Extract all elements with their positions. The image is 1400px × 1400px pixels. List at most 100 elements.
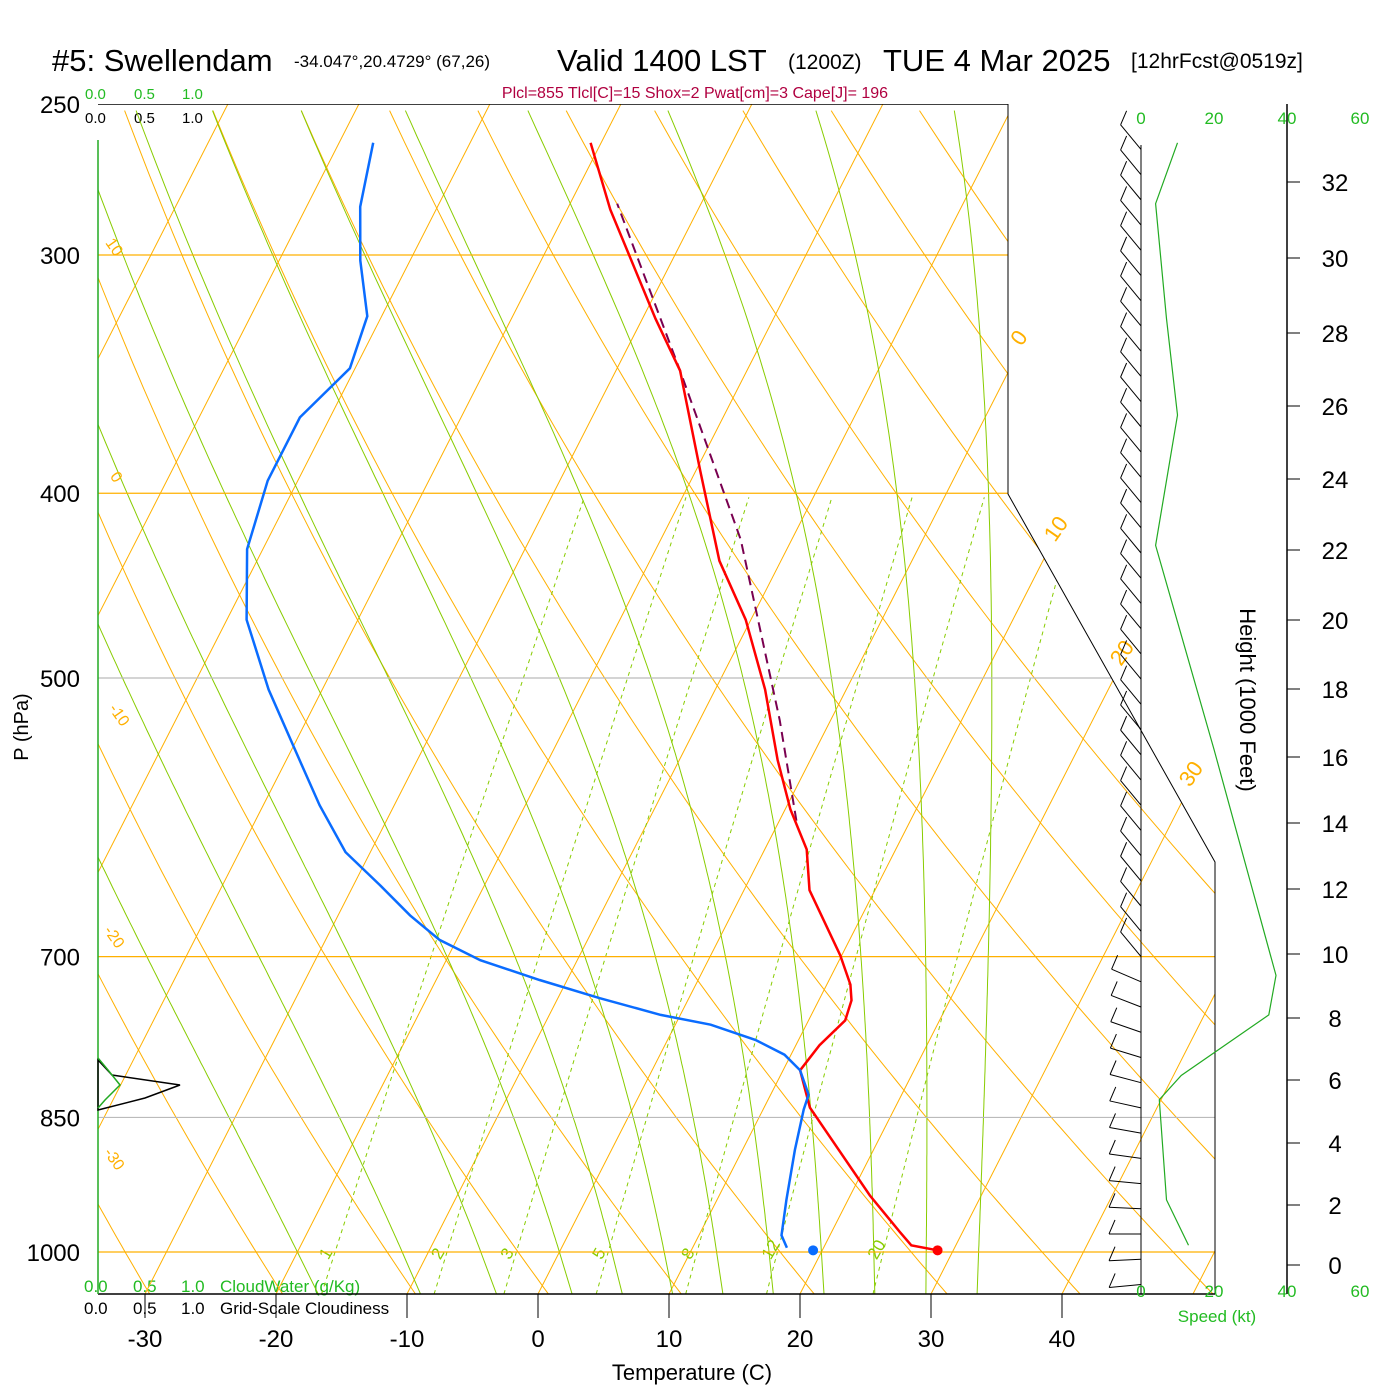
isotherm-line bbox=[537, 104, 1146, 1294]
wind-barb-flag bbox=[1109, 1033, 1117, 1049]
isotherm-line bbox=[275, 104, 884, 1294]
wind-barb bbox=[1120, 805, 1142, 831]
station-coords: -34.047°,20.4729° (67,26) bbox=[294, 52, 490, 71]
wind-barb-flag bbox=[1108, 1219, 1116, 1235]
wind-barb bbox=[1109, 1283, 1142, 1288]
isotherm-line bbox=[98, 104, 491, 1294]
moist-adiabat-line bbox=[98, 110, 421, 1294]
height-axis-label: Height (1000 Feet) bbox=[1235, 608, 1260, 791]
dry-adiabat-line bbox=[389, 110, 1214, 1294]
isotherm-line bbox=[98, 104, 360, 1294]
temperature-tick-label: 30 bbox=[918, 1326, 945, 1353]
temperature-line bbox=[589, 142, 938, 1252]
adiabat-label: 10 bbox=[102, 235, 126, 259]
isotherm-line bbox=[98, 104, 229, 1294]
wind-barb bbox=[1120, 452, 1142, 478]
parcel-line bbox=[616, 203, 798, 821]
cloudwater-tick: 0.5 bbox=[134, 86, 155, 103]
background-lines: 1 2 3 5 8 12 20 bbox=[98, 104, 1215, 1294]
cloud-scale-bottom: 0.0 0.5 1.0 CloudWater (g/Kg) 0.0 0.5 1.… bbox=[84, 1277, 389, 1318]
cloudwater-tick: 0.0 bbox=[85, 86, 106, 103]
wind-barb-flag bbox=[1120, 766, 1128, 781]
mixing-ratio-line bbox=[321, 497, 585, 1294]
speed-tick-label-bottom: 0 bbox=[1136, 1282, 1145, 1301]
cloudiness-tick: 0.0 bbox=[84, 1299, 108, 1318]
wind-barb-flag bbox=[1108, 1166, 1116, 1181]
dry-adiabat-line bbox=[742, 110, 1215, 1294]
x-axis-label: Temperature (C) bbox=[612, 1360, 772, 1385]
wind-barb bbox=[1120, 275, 1142, 302]
utc-time: (1200Z) bbox=[788, 51, 862, 74]
pressure-tick-label: 850 bbox=[40, 1105, 80, 1132]
cloudwater-tick: 0.0 bbox=[84, 1277, 108, 1296]
height-tick-label: 10 bbox=[1322, 942, 1349, 969]
wind-barb-flag bbox=[1110, 981, 1118, 996]
dry-adiabat-line bbox=[98, 110, 682, 1294]
height-tick-label: 8 bbox=[1328, 1006, 1341, 1033]
wind-barb-flag bbox=[1120, 362, 1128, 378]
wind-barb bbox=[1120, 906, 1142, 932]
speed-tick-label-top: 40 bbox=[1278, 109, 1297, 128]
temperature-tick-label: -20 bbox=[259, 1326, 294, 1353]
isotherm-label: 0 bbox=[1005, 326, 1033, 350]
wind-barb-flag bbox=[1108, 1193, 1116, 1208]
cloudiness-tick: 0.0 bbox=[85, 110, 106, 127]
moist-adiabat-line bbox=[404, 110, 774, 1294]
isotherm-label: 10 bbox=[1039, 512, 1074, 546]
surface-dewpoint-point bbox=[808, 1245, 819, 1256]
cloud-scale-top: 0.0 0.5 1.0 0.0 0.5 1.0 bbox=[85, 86, 203, 127]
wind-barb-flag bbox=[1109, 1086, 1117, 1102]
wind-barb-flag bbox=[1108, 1139, 1116, 1155]
wind-barb bbox=[1120, 401, 1142, 428]
dry-adiabat-line bbox=[654, 110, 1215, 1294]
temperature-tick-label: 20 bbox=[787, 1326, 814, 1353]
wind-barb bbox=[1111, 968, 1142, 983]
mixing-ratio-label: 12 bbox=[758, 1237, 784, 1263]
wind-barb-flag bbox=[1120, 867, 1128, 882]
wind-barb bbox=[1120, 200, 1142, 226]
wind-barb-flag bbox=[1120, 741, 1128, 756]
isotherm-label: 30 bbox=[1174, 757, 1209, 791]
wind-barb-flag bbox=[1108, 1246, 1116, 1261]
wind-barb-flag bbox=[1120, 312, 1128, 327]
moist-adiabat-line bbox=[300, 110, 724, 1294]
wind-barb bbox=[1120, 477, 1142, 503]
wind-speed-line bbox=[1154, 142, 1277, 1246]
wind-barb bbox=[1109, 1180, 1142, 1185]
adiabat-label: -20 bbox=[100, 923, 127, 952]
isotherm-line bbox=[668, 104, 1215, 1294]
height-tick-label: 28 bbox=[1322, 321, 1349, 348]
speed-tick-label-bottom: 20 bbox=[1205, 1282, 1224, 1301]
moist-adiabat-line bbox=[815, 110, 928, 1294]
cloudiness-tick: 0.5 bbox=[134, 110, 155, 127]
mixing-ratio-label: 20 bbox=[864, 1237, 890, 1263]
mixing-ratio-label: 2 bbox=[427, 1245, 448, 1263]
wind-barb bbox=[1120, 855, 1142, 882]
temperature-tick-label: 40 bbox=[1049, 1326, 1076, 1353]
cloudwater-shape bbox=[97, 1057, 122, 1109]
wind-barb-flag bbox=[1120, 715, 1128, 731]
mixing-ratio-line bbox=[595, 497, 833, 1294]
wind-barb-flag bbox=[1120, 665, 1128, 680]
wind-barb bbox=[1120, 427, 1142, 453]
wind-barb bbox=[1109, 1126, 1142, 1134]
wind-barb bbox=[1120, 553, 1142, 579]
wind-barb-flag bbox=[1120, 842, 1128, 857]
wind-barb bbox=[1120, 174, 1142, 201]
wind-barb-flag bbox=[1120, 337, 1128, 352]
valid-date: TUE 4 Mar 2025 bbox=[883, 43, 1110, 78]
isotherm-line bbox=[1192, 104, 1215, 1294]
dry-adiabat-line bbox=[565, 110, 1215, 1294]
wind-barb bbox=[1120, 603, 1142, 629]
wind-barb-flag bbox=[1120, 791, 1128, 806]
temperature-tick-label: 0 bbox=[531, 1326, 544, 1353]
wind-barb-flag bbox=[1120, 161, 1128, 176]
wind-barb-flag bbox=[1120, 261, 1128, 277]
pressure-tick-label: 1000 bbox=[27, 1240, 80, 1267]
wind-barb bbox=[1110, 1047, 1142, 1058]
plot-boundary bbox=[1007, 104, 1216, 1294]
speed-tick-label-top: 20 bbox=[1205, 109, 1224, 128]
cloudiness-tick: 1.0 bbox=[181, 1299, 205, 1318]
moist-adiabat-line bbox=[667, 110, 876, 1294]
wind-barb-flag bbox=[1120, 287, 1128, 302]
